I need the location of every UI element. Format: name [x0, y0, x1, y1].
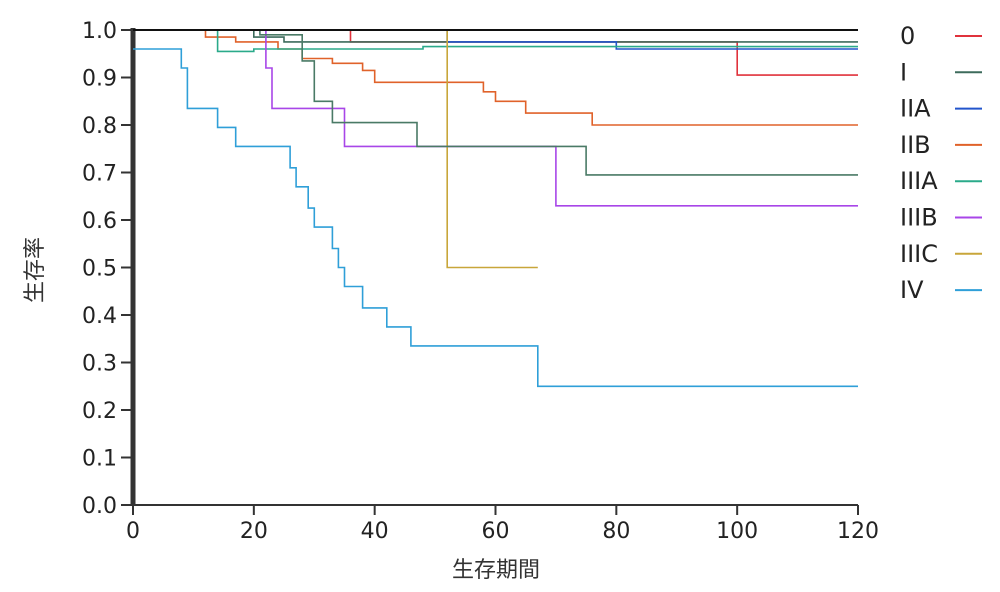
series-line-0: [133, 29, 858, 76]
series-line-IIIC: [133, 29, 538, 269]
legend-label-IIIA: IIIA: [900, 167, 938, 195]
series-line-IIIB: [133, 29, 858, 207]
y-tick-label: 0.3: [82, 352, 117, 377]
x-tick-label: 20: [240, 519, 268, 544]
series-line-IIB: [133, 29, 858, 126]
series-line-extra-8: [133, 29, 858, 176]
legend-label-0: 0: [900, 22, 915, 50]
series-line-IV: [133, 48, 858, 388]
x-axis-ticks: 0 20 40 60 80 100 120: [126, 505, 879, 544]
axes: [130, 28, 858, 506]
y-tick-label: 0.7: [82, 162, 117, 187]
legend-label-IIIB: IIIB: [900, 204, 938, 232]
y-tick-label: 0.5: [82, 257, 117, 282]
y-tick-label: 0.9: [82, 67, 117, 92]
y-axis-ticks: 0.0 0.1 0.2 0.3 0.4 0.5 0.6 0.7 0.8 0.9 1.0: [82, 19, 133, 519]
y-tick-label: 1.0: [82, 19, 117, 44]
x-tick-label: 120: [837, 519, 879, 544]
y-tick-label: 0.4: [82, 304, 117, 329]
x-tick-label: 100: [716, 519, 758, 544]
series-layer: [133, 29, 858, 388]
y-tick-label: 0.1: [82, 447, 117, 472]
legend-label-IV: IV: [900, 276, 924, 304]
series-line-IIIA: [133, 29, 858, 53]
y-tick-label: 0.2: [82, 399, 117, 424]
legend-label-IIIC: IIIC: [900, 240, 938, 268]
legend-label-I: I: [900, 58, 907, 86]
y-tick-label: 0.8: [82, 114, 117, 139]
y-axis-title: 生存率: [23, 237, 48, 303]
legend-label-IIB: IIB: [900, 131, 931, 159]
x-tick-label: 40: [361, 519, 389, 544]
legend-label-IIA: IIA: [900, 95, 931, 123]
y-tick-label: 0.6: [82, 209, 117, 234]
x-axis-title: 生存期間: [452, 558, 540, 583]
series-line-I: [133, 29, 858, 43]
x-tick-label: 80: [602, 519, 630, 544]
x-tick-label: 60: [482, 519, 510, 544]
y-tick-label: 0.0: [82, 494, 117, 519]
x-tick-label: 0: [126, 519, 140, 544]
